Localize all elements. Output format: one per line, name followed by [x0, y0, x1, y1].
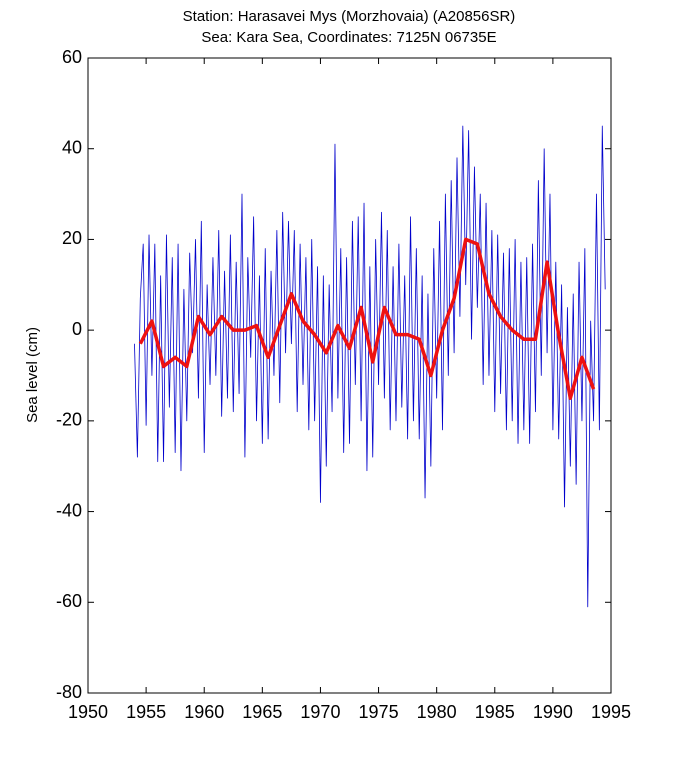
x-tick-label: 1980 [417, 702, 457, 722]
y-tick-label: 20 [62, 228, 82, 248]
y-tick-label: 60 [62, 47, 82, 67]
x-tick-label: 1960 [184, 702, 224, 722]
x-tick-label: 1985 [475, 702, 515, 722]
y-tick-label: 0 [72, 319, 82, 339]
x-tick-label: 1995 [591, 702, 631, 722]
series-line [138, 237, 596, 400]
x-tick-label: 1965 [242, 702, 282, 722]
y-tick-label: 40 [62, 137, 82, 157]
y-tick-label: -20 [56, 410, 82, 430]
y-tick-label: -60 [56, 591, 82, 611]
y-tick-label: -40 [56, 500, 82, 520]
chart-subtitle: Sea: Kara Sea, Coordinates: 7125N 06735E [201, 29, 496, 46]
x-tick-label: 1955 [126, 702, 166, 722]
plot-frame [87, 57, 612, 694]
x-tick-label: 1950 [68, 702, 108, 722]
y-axis-label: Sea level (cm) [24, 327, 41, 423]
x-tick-label: 1970 [300, 702, 340, 722]
series-line [134, 125, 606, 608]
chart-title: Station: Harasavei Mys (Morzhovaia) (A20… [183, 8, 516, 25]
x-tick-label: 1975 [359, 702, 399, 722]
y-tick-label: -80 [56, 682, 82, 702]
x-tick-label: 1990 [533, 702, 573, 722]
